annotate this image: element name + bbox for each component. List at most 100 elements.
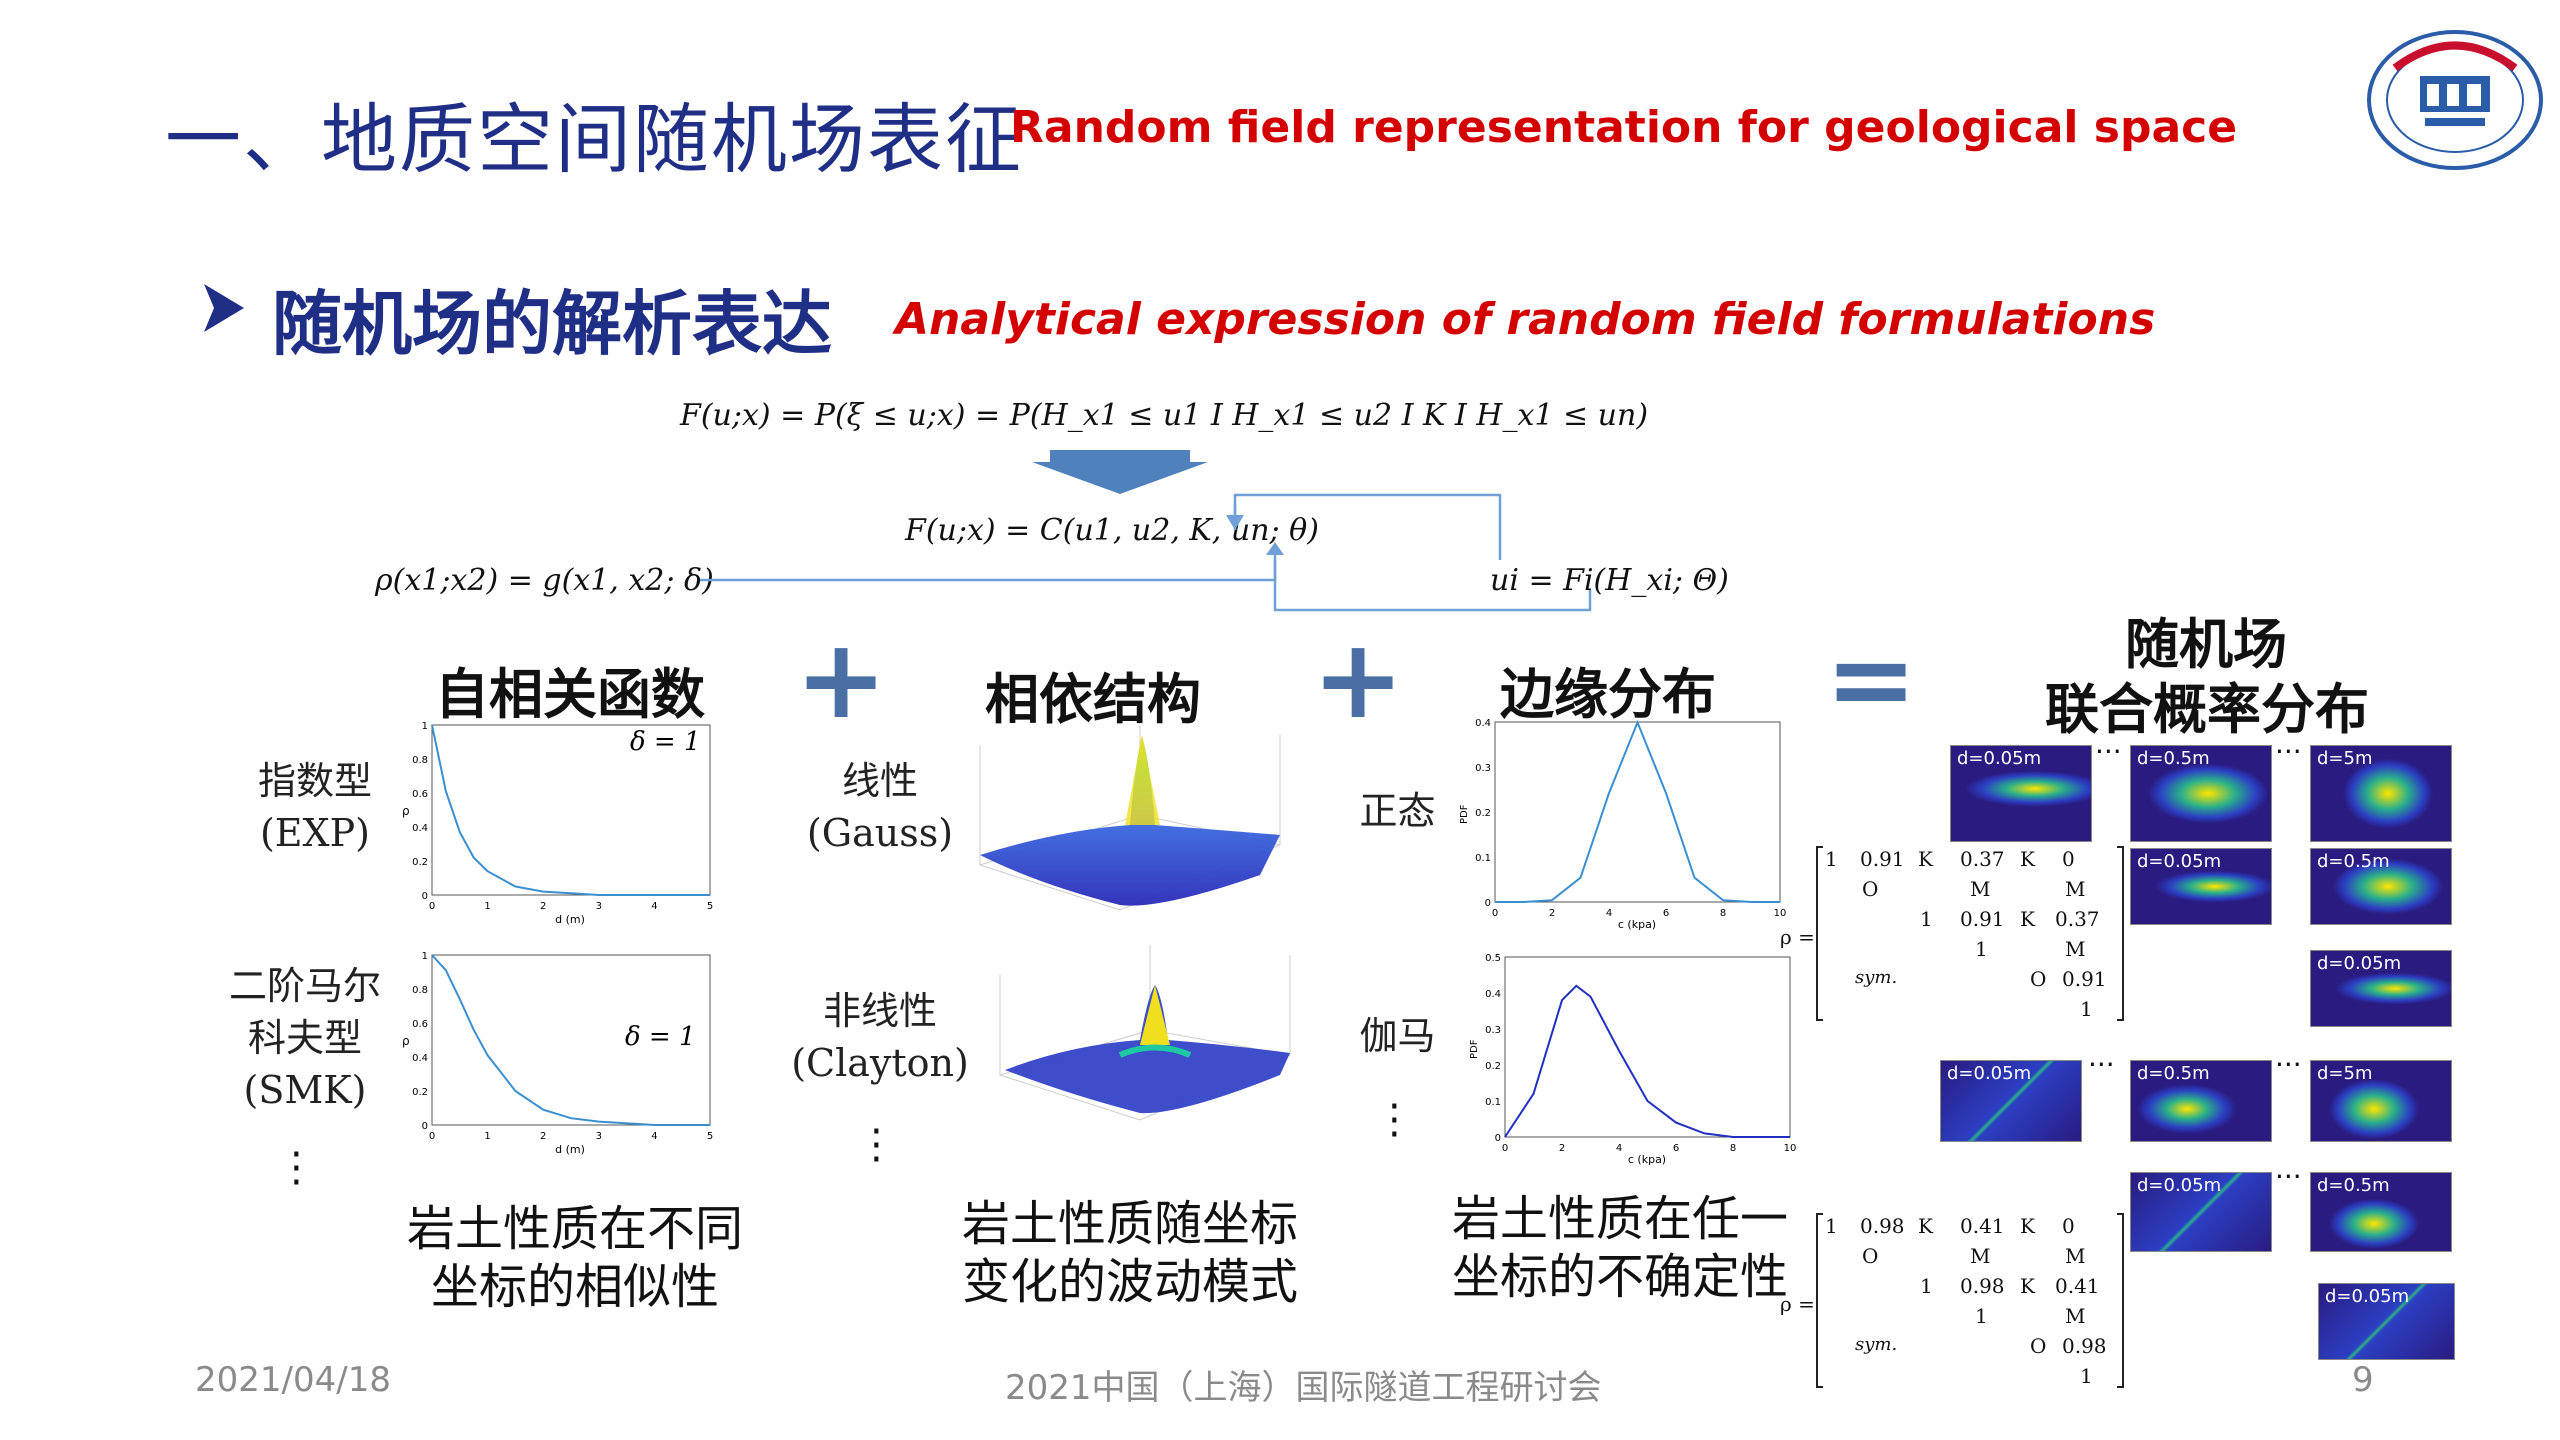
correlation-matrix-2: ρ = 1 0.98 K 0.41 K 0 O M M 1 0.98 K 0.4… — [1780, 1212, 2125, 1392]
y-tick-label: 0.6 — [412, 789, 428, 800]
y-tick-label: 0.3 — [1485, 1025, 1501, 1036]
x-tick-label: 4 — [651, 1131, 657, 1142]
chart-normal-pdf: 0 2 4 6 8 10 0 0.1 0.2 0.3 0.4 c (kpa) PDF — [1459, 718, 1787, 931]
x-tick-label: 10 — [1774, 908, 1787, 919]
heatmap-panel: d=5m — [2310, 1060, 2452, 1142]
heatmap-panel: d=0.05m — [1940, 1060, 2082, 1142]
description-marginal: 岩土性质在任一 坐标的不确定性 — [1451, 1191, 1788, 1305]
label-clayton: 非线性 (Clayton) — [791, 989, 969, 1085]
chart-smk-autocorr: 0 1 2 3 4 5 0 0.2 0.4 0.6 0.8 1 δ = 1 d (m) ρ — [402, 951, 713, 1156]
label-smk: 二阶马尔 科夫型 (SMK) — [228, 964, 381, 1112]
x-tick-label: 10 — [1784, 1143, 1797, 1154]
y-tick-label: 0.1 — [1485, 1097, 1501, 1108]
correlation-matrix-1: ρ = 1 0.91 K 0.37 K 0 O M M 1 0.91 K 0.3… — [1780, 845, 2125, 1025]
y-axis-label: ρ — [402, 1034, 410, 1048]
series-line — [1504, 984, 1790, 1138]
y-tick-label: 0.4 — [1485, 989, 1501, 1000]
x-tick-label: 3 — [596, 901, 602, 912]
section-heading-english: Analytical expression of random field fo… — [895, 294, 2156, 345]
x-tick-label: 2 — [540, 901, 546, 912]
y-tick-label: 0.4 — [412, 823, 428, 834]
x-tick-label: 4 — [1606, 908, 1612, 919]
chart-exp-autocorr: 0 1 2 3 4 5 0 0.2 0.4 0.6 0.8 1 δ = 1 d (m) ρ — [402, 721, 713, 926]
heatmap-panel: d=0.05m — [2130, 848, 2272, 925]
x-tick-label: 4 — [651, 901, 657, 912]
y-tick-label: 0.2 — [1485, 1061, 1501, 1072]
equation-marginal: ui = Fi(H_xi; Θ) — [1490, 563, 1729, 598]
y-tick-label: 0 — [1495, 1133, 1501, 1144]
y-tick-label: 0.1 — [1475, 853, 1491, 864]
heading-joint-distribution: 联合概率分布 — [2045, 678, 2369, 741]
y-tick-label: 1 — [422, 721, 428, 732]
ellipsis-dots: ··· — [2088, 1048, 2115, 1081]
x-tick-label: 0 — [429, 901, 435, 912]
heatmap-panel: d=0.05m — [2318, 1283, 2455, 1360]
x-tick-label: 6 — [1673, 1143, 1679, 1154]
equals-icon: = — [1825, 615, 1918, 743]
description-dependence: 岩土性质随坐标 变化的波动模式 — [961, 1196, 1298, 1310]
heatmap-panel: d=0.05m — [2130, 1172, 2272, 1252]
x-tick-label: 0 — [1502, 1143, 1508, 1154]
connector-lines — [700, 493, 1592, 612]
ellipsis-dots: ··· — [2275, 735, 2302, 768]
x-tick-label: 2 — [540, 1131, 546, 1142]
x-tick-label: 6 — [1663, 908, 1669, 919]
y-tick-label: 0.8 — [412, 985, 428, 996]
heatmap-panel: d=0.5m — [2310, 848, 2452, 925]
x-tick-label: 3 — [596, 1131, 602, 1142]
vertical-ellipsis: · · · — [290, 1132, 303, 1206]
plus-icon: + — [795, 615, 888, 743]
heading-random-field: 随机场 — [2125, 613, 2287, 676]
equation-autocorrelation: ρ(x1;x2) = g(x1, x2; δ) — [375, 563, 714, 598]
ellipsis-dots: ··· — [2275, 1048, 2302, 1081]
label-gauss: 线性 (Gauss) — [806, 759, 954, 855]
x-axis-label: c (kpa) — [1628, 1153, 1666, 1166]
y-tick-label: 0.3 — [1475, 763, 1491, 774]
y-tick-label: 0.8 — [412, 755, 428, 766]
x-tick-label: 8 — [1720, 908, 1726, 919]
vertical-ellipsis: · · · — [1388, 1084, 1401, 1158]
x-tick-label: 0 — [429, 1131, 435, 1142]
series-line — [1495, 719, 1780, 903]
x-tick-label: 2 — [1559, 1143, 1565, 1154]
heading-marginal: 边缘分布 — [1500, 663, 1716, 726]
x-tick-label: 4 — [1616, 1143, 1622, 1154]
x-tick-label: 2 — [1549, 908, 1555, 919]
y-tick-label: 0.4 — [412, 1053, 428, 1064]
series-line — [431, 724, 710, 896]
bullet-arrow-icon — [204, 284, 244, 332]
series-line — [431, 954, 710, 1126]
y-tick-label: 1 — [422, 951, 428, 962]
label-exp: 指数型 (EXP) — [257, 759, 372, 855]
label-normal: 正态 — [1359, 789, 1436, 833]
description-autocorr: 岩土性质在不同 坐标的相似性 — [406, 1201, 743, 1315]
vertical-ellipsis: · · · — [870, 1109, 883, 1183]
y-tick-label: 0.5 — [1485, 953, 1501, 964]
delta-label: δ = 1 — [630, 727, 701, 757]
x-axis-label: c (kpa) — [1618, 918, 1656, 931]
y-tick-label: 0.2 — [1475, 808, 1491, 819]
equation-copula: F(u;x) = C(u1, u2, K, un; θ) — [905, 513, 1319, 548]
x-tick-label: 0 — [1492, 908, 1498, 919]
x-tick-label: 8 — [1730, 1143, 1736, 1154]
page-title-english: Random field representation for geologic… — [1010, 102, 2238, 153]
heatmap-panel: d=0.05m — [2310, 950, 2452, 1027]
heatmap-panel: d=0.05m — [1950, 745, 2092, 842]
y-axis-label: ρ — [402, 804, 410, 818]
x-tick-label: 1 — [484, 1131, 490, 1142]
x-axis-label: d (m) — [555, 1143, 585, 1156]
y-axis-label: PDF — [1459, 804, 1470, 824]
page-number: 9 — [2352, 1360, 2374, 1400]
footer-conference: 2021中国（上海）国际隧道工程研讨会 — [1005, 1368, 1602, 1408]
y-tick-label: 0.2 — [412, 857, 428, 868]
y-tick-label: 0.4 — [1475, 718, 1491, 729]
equation-joint-cdf: F(u;x) = P(ξ ≤ u;x) = P(H_x1 ≤ u1 I H_x1… — [680, 398, 1649, 433]
heatmap-panel: d=0.5m — [2130, 1060, 2272, 1142]
label-gamma: 伽马 — [1359, 1014, 1436, 1058]
heading-dependence: 相依结构 — [985, 668, 1201, 731]
heatmap-panel: d=0.5m — [2310, 1172, 2452, 1252]
clayton-copula-surface — [999, 945, 1291, 1121]
delta-label: δ = 1 — [625, 1022, 696, 1052]
ellipsis-dots: ··· — [2095, 735, 2122, 768]
y-tick-label: 0 — [1485, 898, 1491, 909]
